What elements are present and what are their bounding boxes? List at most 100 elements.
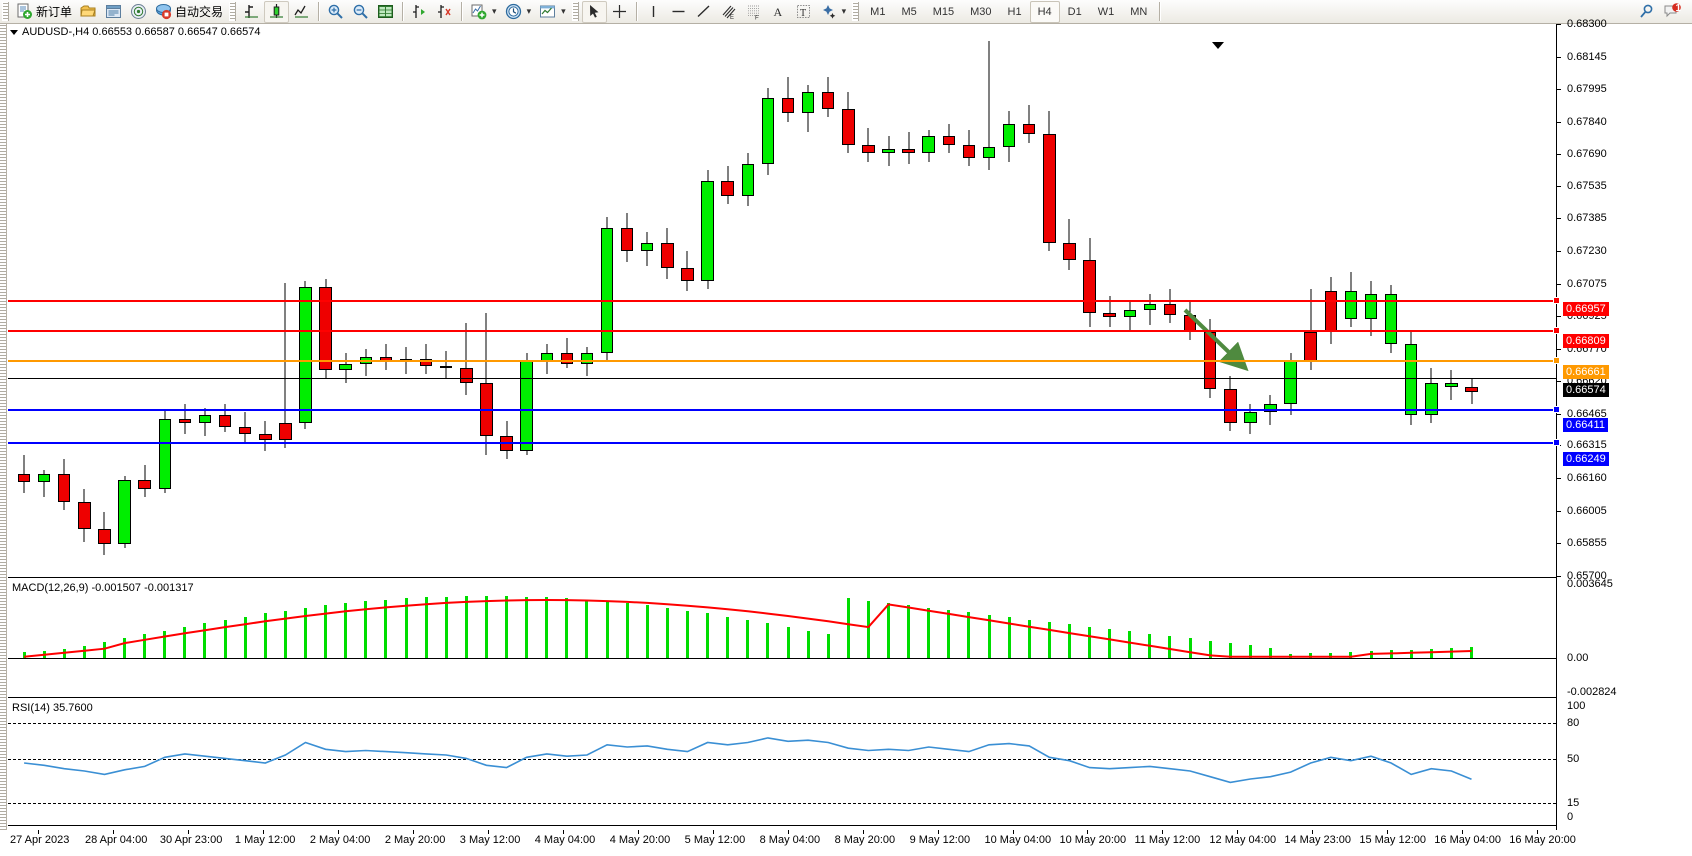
templates-dropdown-arrow[interactable]: ▾: [561, 6, 566, 16]
price-level-support[interactable]: 0.66249: [1563, 452, 1609, 467]
candle: [259, 26, 272, 578]
fibonacci-icon: F: [747, 5, 759, 20]
toolbar-grip-4[interactable]: [852, 2, 860, 21]
templates-button[interactable]: ▾: [535, 1, 570, 23]
timeframe-m30[interactable]: M30: [970, 5, 992, 18]
candle-body: [1023, 123, 1036, 135]
price-level-current[interactable]: 0.66574: [1563, 383, 1609, 398]
price-level-resistance[interactable]: 0.66957: [1563, 302, 1609, 317]
cursor-tool-button[interactable]: [581, 0, 607, 23]
macd-histogram-bar: [1429, 648, 1433, 658]
timeframe-h1[interactable]: H1: [1007, 5, 1022, 18]
bearish-trend-arrow[interactable]: [1183, 308, 1253, 378]
zoom-in-button[interactable]: [323, 1, 348, 23]
price-tick: [1557, 348, 1561, 350]
macd-histogram-bar: [1088, 626, 1092, 658]
macd-histogram-bar: [1470, 647, 1474, 658]
auto-scroll-button[interactable]: [407, 1, 432, 23]
data-window-button[interactable]: [373, 1, 398, 23]
indicators-dropdown-arrow[interactable]: ▾: [492, 6, 497, 16]
chart-left-rail[interactable]: [0, 24, 7, 830]
new-order-icon: [17, 3, 32, 19]
market-watch-button[interactable]: [126, 1, 151, 23]
candle-wick: [1028, 104, 1030, 143]
timeframe-m1[interactable]: M1: [870, 5, 886, 18]
line-chart-icon: [294, 5, 309, 18]
rsi-pane[interactable]: RSI(14) 35.7600: [8, 700, 1556, 826]
timeframe-d1[interactable]: D1: [1067, 5, 1082, 18]
candle-body: [962, 144, 976, 158]
candle: [1364, 26, 1378, 578]
crosshair-tool-button[interactable]: [607, 1, 632, 23]
price-tick: [1557, 218, 1561, 220]
toolbar-grip[interactable]: [2, 2, 9, 21]
macd-histogram-bar: [223, 619, 227, 658]
candle-body: [741, 164, 754, 196]
collapse-triangle-icon[interactable]: [10, 29, 18, 35]
macd-histogram-bar: [183, 626, 187, 658]
horizontal-line-tool-button[interactable]: [666, 1, 691, 23]
notifications-button[interactable]: 1: [1659, 1, 1686, 23]
price-level-support[interactable]: 0.66411: [1563, 418, 1608, 433]
toolbar-grip-2[interactable]: [229, 2, 237, 21]
line-chart-button[interactable]: [289, 1, 314, 23]
support-line-1[interactable]: [8, 406, 1560, 413]
price-axis[interactable]: 0.68300 0.68145 0.67995 0.67840 0.67690 0.675…: [1556, 18, 1692, 830]
timeframe-m15[interactable]: M15: [932, 5, 955, 18]
text-label-tool-button[interactable]: T: [791, 1, 816, 23]
price-level-pivot[interactable]: 0.66661: [1563, 364, 1609, 379]
support-line-2[interactable]: [8, 439, 1560, 446]
price-pane[interactable]: [8, 26, 1560, 578]
auto-trading-button[interactable]: 自动交易: [151, 1, 227, 23]
time-tick: [637, 830, 639, 834]
folder-icon: [80, 5, 96, 17]
pivot-line[interactable]: [8, 357, 1560, 364]
terminal-button[interactable]: [101, 1, 126, 23]
candle-wick: [988, 40, 990, 171]
candle-body: [1284, 361, 1297, 404]
candle-body: [1264, 403, 1277, 413]
candle-body: [641, 242, 654, 252]
zoom-out-button[interactable]: [348, 1, 373, 23]
arrows-tool-button[interactable]: ▾: [816, 1, 851, 23]
periodicity-dropdown-arrow[interactable]: ▾: [526, 6, 532, 16]
macd-histogram-bar: [143, 634, 147, 658]
arrows-dropdown-arrow[interactable]: ▾: [841, 6, 847, 16]
macd-pane[interactable]: MACD(12,26,9) -0.001507 -0.001317: [8, 580, 1556, 698]
timeframe-h4[interactable]: H4: [1029, 0, 1060, 23]
indicators-button[interactable]: ▾: [466, 1, 501, 23]
vertical-line-tool-button[interactable]: [641, 1, 666, 23]
chart-shift-button[interactable]: [432, 1, 457, 23]
candle-body: [419, 359, 433, 366]
candle-wick: [43, 469, 45, 498]
search-icon: [1640, 4, 1653, 18]
time-tick-label: 15 May 12:00: [1359, 834, 1426, 846]
resistance-line-1[interactable]: [8, 297, 1560, 304]
search-button[interactable]: [1634, 1, 1659, 23]
time-axis[interactable]: 27 Apr 2023 28 Apr 04:00 30 Apr 23:00 1 May…: [8, 830, 1576, 852]
timeframe-m5[interactable]: M5: [901, 5, 917, 18]
price-tick: [1557, 153, 1561, 155]
candle: [1183, 26, 1197, 578]
macd-histogram-bar: [464, 596, 468, 658]
profiles-button[interactable]: [76, 1, 101, 23]
macd-histogram-bar: [585, 599, 589, 658]
toolbar-grip-3[interactable]: [571, 2, 579, 21]
text-tool-button[interactable]: A: [766, 1, 791, 23]
macd-histogram-bar: [806, 630, 810, 658]
fibonacci-tool-button[interactable]: F: [741, 1, 766, 23]
timeframe-w1[interactable]: W1: [1097, 5, 1115, 18]
periodicity-button[interactable]: ▾: [501, 1, 536, 23]
equidistant-channel-tool-button[interactable]: E: [716, 1, 741, 23]
candle: [440, 26, 453, 578]
bar-chart-button[interactable]: [239, 1, 264, 23]
timeframe-mn[interactable]: MN: [1130, 5, 1148, 18]
resistance-line-2[interactable]: [8, 327, 1560, 334]
candle-body: [1324, 291, 1338, 332]
price-level-resistance[interactable]: 0.66809: [1563, 333, 1609, 348]
trendline-tool-button[interactable]: [691, 1, 716, 23]
horizontal-line-icon: [672, 10, 685, 13]
zoom-out-icon: [353, 4, 368, 19]
new-order-button[interactable]: 新订单: [12, 1, 76, 23]
candlestick-chart-button[interactable]: [264, 0, 290, 23]
